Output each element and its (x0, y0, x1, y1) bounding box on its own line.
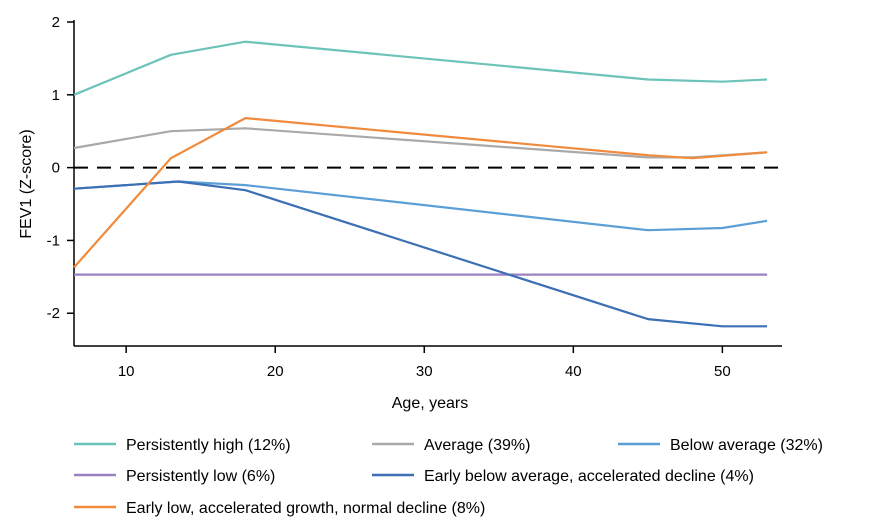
series-line-6 (73, 116, 768, 269)
legend-label-4: Persistently low (6%) (126, 468, 275, 485)
x-tick-label: 40 (565, 363, 582, 380)
x-tick-label: 30 (416, 363, 433, 380)
x-tick-label: 10 (118, 363, 135, 380)
x-axis-title: Age, years (392, 395, 468, 412)
legend: Persistently high (12%) Average (39%) Belo… (74, 437, 823, 517)
legend-label-2: Average (39%) (424, 437, 530, 454)
y-tick-label: -1 (47, 232, 60, 249)
series-lines (73, 40, 768, 328)
y-axis-title: FEV1 (Z-score) (18, 129, 35, 238)
y-tick-label: -2 (47, 305, 60, 322)
legend-label-6: Early low, accelerated growth, normal de… (126, 500, 485, 517)
y-tick-label: 2 (52, 14, 60, 31)
series-line-1 (73, 40, 768, 96)
series-line-5 (73, 180, 768, 328)
x-tick-label: 20 (267, 363, 284, 380)
series-line-3 (73, 180, 768, 232)
legend-label-1: Persistently high (12%) (126, 437, 291, 454)
y-tick-label: 0 (52, 160, 60, 177)
y-tick-label: 1 (52, 87, 60, 104)
x-tick-label: 50 (714, 363, 731, 380)
legend-label-3: Below average (32%) (670, 437, 823, 454)
axes: 210-1-210 20 30 40 50 (47, 14, 782, 380)
series-line-2 (73, 127, 768, 159)
legend-label-5: Early below average, accelerated decline… (424, 468, 754, 485)
